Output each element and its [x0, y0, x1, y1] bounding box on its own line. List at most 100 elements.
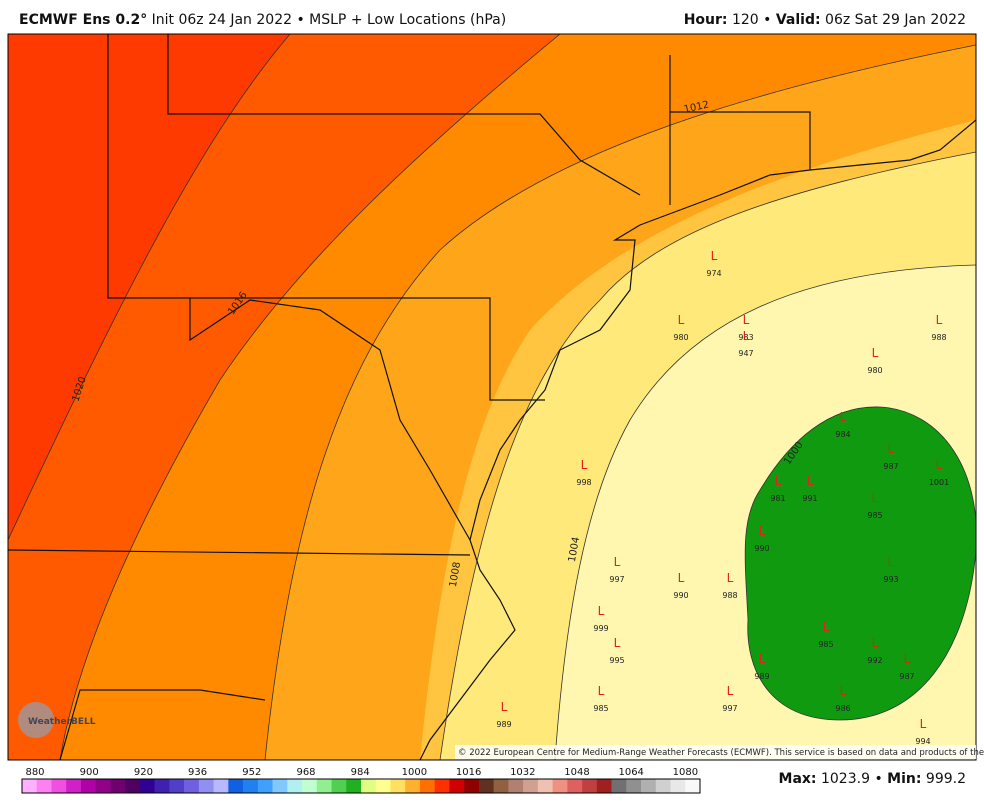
low-value: 980	[673, 333, 688, 342]
low-symbol: L	[743, 329, 750, 343]
valid: 06z Sat 29 Jan 2022	[825, 12, 966, 28]
low-symbol: L	[807, 474, 814, 488]
colorbar-swatch	[169, 779, 185, 793]
low-symbol: L	[678, 313, 685, 327]
colorbar-swatch	[302, 779, 318, 793]
low-symbol: L	[904, 652, 911, 666]
colorbar-swatch	[419, 779, 435, 793]
low-symbol: L	[501, 700, 508, 714]
low-value: 974	[706, 269, 721, 278]
colorbar-swatch	[198, 779, 214, 793]
coastline	[8, 34, 976, 760]
low-symbol: L	[678, 571, 685, 585]
max: 1023.9	[820, 771, 870, 787]
colorbar-swatch	[272, 779, 288, 793]
low-symbol: L	[936, 458, 943, 472]
colorbar-swatch	[552, 779, 568, 793]
low-value: 981	[770, 494, 785, 503]
colorbar-label: 936	[188, 767, 207, 778]
max-label: Max:	[778, 771, 817, 787]
low-value: 994	[915, 737, 930, 746]
colorbar-swatch	[611, 779, 627, 793]
colorbar-swatch	[51, 779, 67, 793]
colorbar-swatch	[331, 779, 347, 793]
colorbar-swatch	[685, 779, 701, 793]
colorbar-label: 880	[25, 767, 44, 778]
low-symbol: L	[598, 604, 605, 618]
colorbar-label: 920	[134, 767, 153, 778]
colorbar-swatch	[228, 779, 244, 793]
colorbar-swatch	[537, 779, 553, 793]
colorbar-swatch	[582, 779, 598, 793]
low-value: 1001	[929, 478, 949, 487]
map-frame	[7, 33, 977, 761]
logo: WeatherBELL	[28, 717, 96, 727]
low-symbol: L	[614, 636, 621, 650]
low-value: 989	[496, 720, 511, 729]
low-symbol: L	[920, 717, 927, 731]
header-left: ECMWF Ens 0.2° Init 06z 24 Jan 2022 • MS…	[19, 12, 506, 28]
footer: Max: 1023.9 • Min: 999.2	[779, 771, 966, 787]
low-symbol: L	[872, 636, 879, 650]
info: Init 06z 24 Jan 2022 • MSLP + Low Locati…	[151, 12, 507, 28]
pressure-field	[8, 34, 976, 760]
low-value: 988	[722, 591, 737, 600]
low-symbol: L	[872, 346, 879, 360]
copyright: © 2022 European Centre for Medium-Range …	[458, 748, 984, 758]
colorbar-label: 1048	[564, 767, 589, 778]
colorbar-swatch	[670, 779, 686, 793]
colorbar-swatch	[375, 779, 391, 793]
low-symbol: L	[711, 249, 718, 263]
low-value: 985	[818, 640, 833, 649]
low-symbol: L	[581, 458, 588, 472]
low-value: 999	[593, 624, 608, 633]
low-value: 984	[835, 430, 850, 439]
low-symbol: L	[598, 684, 605, 698]
colorbar-label: 1080	[673, 767, 698, 778]
low-value: 989	[754, 672, 769, 681]
logo-globe	[18, 702, 54, 738]
colorbar-label: 1016	[456, 767, 481, 778]
colorbar-swatch	[213, 779, 229, 793]
valid-label: Valid:	[775, 12, 821, 28]
low-symbol: L	[727, 684, 734, 698]
colorbar-swatch	[464, 779, 480, 793]
low-symbol: L	[759, 652, 766, 666]
contour-label: 1012	[683, 100, 710, 116]
low-value: 983	[738, 333, 753, 342]
colorbar-label: 968	[296, 767, 315, 778]
low-symbol: L	[614, 555, 621, 569]
low-value: 993	[883, 575, 898, 584]
low-symbol: L	[840, 410, 847, 424]
model: ECMWF Ens 0.2°	[19, 12, 148, 28]
colorbar-swatch	[125, 779, 141, 793]
colorbar-swatch	[449, 779, 465, 793]
colorbar-swatch	[434, 779, 450, 793]
low-symbol: L	[743, 313, 750, 327]
low-symbol: L	[775, 474, 782, 488]
colorbar-swatch	[287, 779, 303, 793]
colorbar-swatch	[346, 779, 362, 793]
colorbar-label: 1032	[510, 767, 535, 778]
low-symbol: L	[936, 313, 943, 327]
low-value: 997	[609, 575, 624, 584]
copyright-bg	[455, 745, 976, 759]
low-symbol: L	[727, 571, 734, 585]
colorbar-swatch	[154, 779, 170, 793]
low-value: 992	[867, 656, 882, 665]
low-value: 947	[738, 349, 753, 358]
min: 999.2	[925, 771, 966, 787]
colorbar-swatch	[508, 779, 524, 793]
colorbar-swatch	[80, 779, 96, 793]
low-value: 985	[867, 511, 882, 520]
low-value: 985	[593, 704, 608, 713]
colorbar-swatch	[626, 779, 642, 793]
low-symbol: L	[888, 442, 895, 456]
colorbar-label: 1064	[618, 767, 643, 778]
colorbar-swatch	[22, 779, 38, 793]
colorbar-label: 1000	[402, 767, 427, 778]
colorbar-swatch	[493, 779, 509, 793]
separator: •	[874, 771, 883, 787]
